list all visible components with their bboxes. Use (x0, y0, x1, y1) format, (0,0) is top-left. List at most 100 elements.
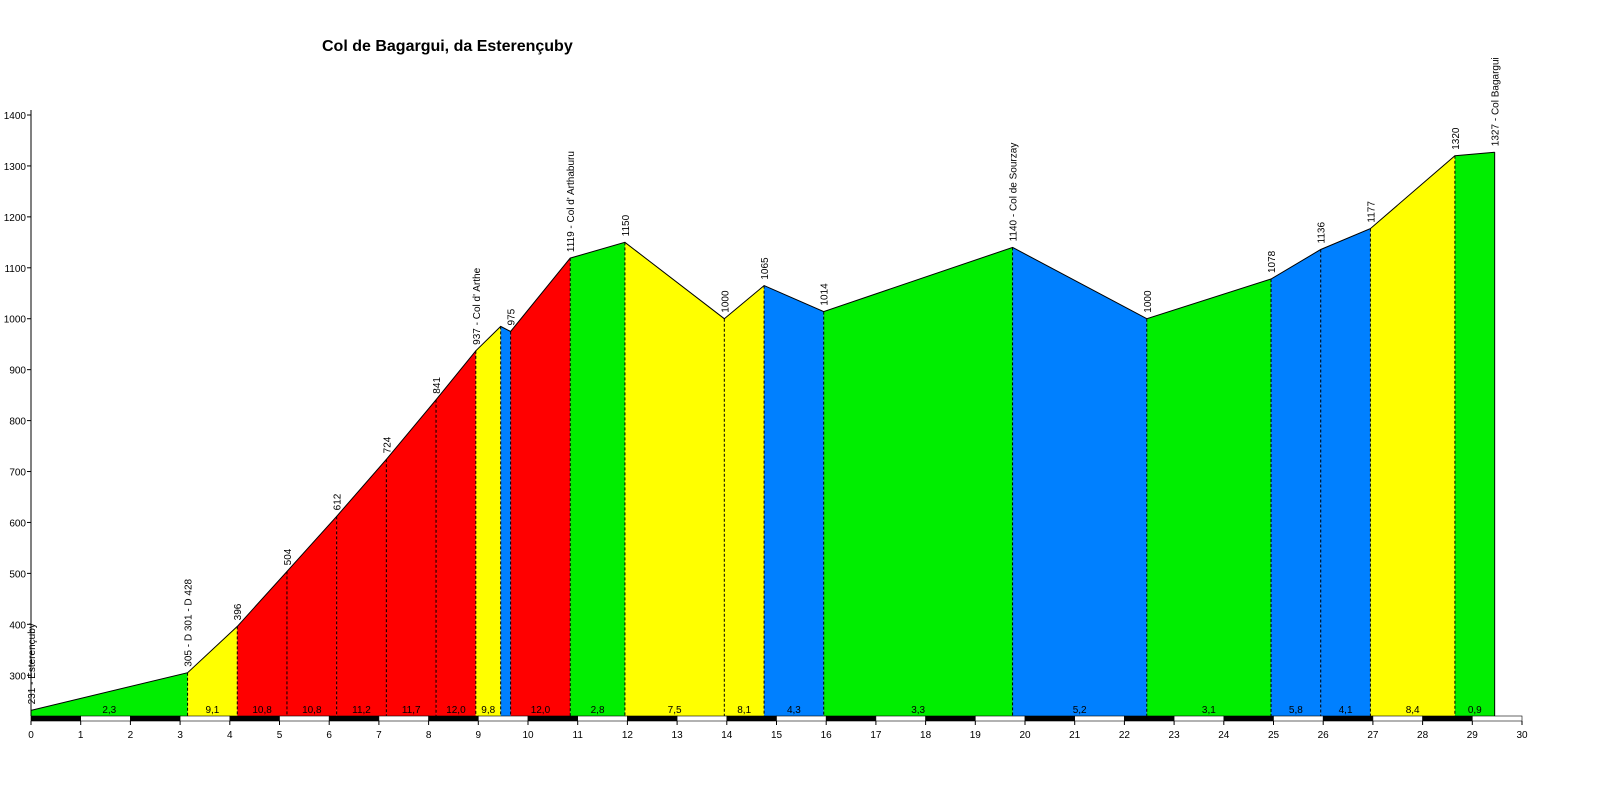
gradient-label-0: 2,3 (102, 705, 116, 716)
scale-bar-km-8 (428, 715, 479, 722)
gradient-label-1: 9,1 (205, 705, 219, 716)
elevation-label-3: 504 (283, 548, 294, 565)
gradient-label-11: 7,5 (668, 705, 682, 716)
x-tick-label-24: 24 (1218, 730, 1230, 741)
segment-fill-0 (31, 672, 188, 716)
elevation-label-17: 1136 (1317, 222, 1328, 244)
scale-bar-km-16 (825, 715, 877, 722)
gradient-label-10: 2,8 (591, 705, 605, 716)
segment-fill-15 (1012, 247, 1147, 716)
x-tick-label-4: 4 (227, 730, 233, 741)
segment-fill-2 (237, 571, 287, 716)
elevation-label-2: 396 (233, 603, 244, 620)
scale-bar-km-3 (179, 715, 231, 722)
elevation-label-8: 975 (507, 308, 518, 325)
y-tick-label-1100: 1100 (4, 264, 26, 275)
elevation-label-18: 1177 (1366, 201, 1377, 223)
segment-fill-5 (386, 399, 437, 716)
scale-bar-km-25 (1273, 715, 1324, 722)
chart-title: Col de Bagargui, da Esterençuby (322, 38, 573, 55)
segment-fill-1 (187, 626, 238, 716)
x-tick-label-28: 28 (1417, 730, 1429, 741)
scale-bar-km-2 (130, 715, 181, 722)
elevation-label-5: 724 (382, 436, 393, 453)
gradient-label-2: 10,8 (252, 705, 272, 716)
x-tick-label-11: 11 (573, 730, 584, 741)
x-tick-label-17: 17 (870, 730, 882, 741)
segment-fill-7 (475, 326, 501, 716)
y-tick-label-300: 300 (9, 671, 26, 682)
scale-bar-km-20 (1024, 715, 1076, 722)
x-tick-label-25: 25 (1268, 730, 1280, 741)
gradient-label-4: 11,2 (352, 705, 371, 716)
segment-fills (31, 152, 1495, 717)
y-tick-label-800: 800 (9, 417, 26, 428)
gradient-label-13: 4,3 (787, 705, 801, 716)
segment-fill-9 (510, 258, 571, 716)
y-tick-label-900: 900 (9, 366, 26, 377)
x-tick-label-19: 19 (970, 730, 982, 741)
axes (27, 110, 1523, 725)
scale-bar-km-27 (1372, 715, 1423, 722)
y-tick-label-600: 600 (9, 518, 26, 529)
scale-bar-km-6 (328, 715, 380, 722)
elevation-label-13: 1014 (820, 283, 831, 306)
segment-fill-3 (287, 516, 337, 716)
gradient-label-7: 9,8 (481, 705, 495, 716)
scale-bar-km-24 (1223, 715, 1274, 722)
x-tick-label-15: 15 (771, 730, 783, 741)
gradient-label-16: 3,1 (1202, 705, 1216, 716)
elevation-label-15: 1000 (1143, 290, 1154, 313)
segment-fill-18 (1320, 228, 1371, 716)
scale-bar-km-15 (776, 715, 827, 722)
elevation-label-19: 1320 (1451, 127, 1462, 150)
x-tick-label-8: 8 (426, 730, 432, 741)
segment-fill-13 (764, 285, 824, 716)
x-tick-label-9: 9 (476, 730, 482, 741)
x-tick-label-6: 6 (326, 730, 332, 741)
elevation-label-20: 1327 - Col Bagargui (1491, 57, 1502, 146)
scale-bar-km-29 (1472, 715, 1523, 722)
profile-lines (30, 151, 1496, 716)
y-tick-label-1000: 1000 (4, 315, 27, 326)
scale-bar-km-13 (676, 715, 728, 722)
scale-bar-km-1 (80, 715, 131, 722)
gradient-label-14: 3,3 (911, 705, 925, 716)
segment-fill-10 (570, 242, 625, 717)
x-tick-label-16: 16 (821, 730, 833, 741)
y-tick-label-500: 500 (9, 569, 26, 580)
elevation-label-4: 612 (333, 493, 344, 510)
x-tick-label-29: 29 (1467, 730, 1479, 741)
labels: 3004005006007008009001000110012001300140… (4, 57, 1528, 741)
segment-fill-20 (1454, 152, 1495, 716)
elevation-label-16: 1078 (1267, 250, 1278, 273)
y-tick-label-1300: 1300 (4, 162, 27, 173)
y-tick-label-400: 400 (9, 620, 26, 631)
elevation-label-9: 1119 - Col d' Arthaburu (566, 151, 577, 252)
x-tick-label-12: 12 (622, 730, 634, 741)
x-tick-label-2: 2 (128, 730, 134, 741)
scale-bar-km-21 (1074, 715, 1125, 722)
gradient-label-9: 12,0 (531, 705, 551, 716)
gradient-label-20: 0,9 (1468, 705, 1482, 716)
segment-fill-14 (823, 247, 1013, 716)
gradient-label-5: 11,7 (402, 705, 421, 716)
x-tick-label-30: 30 (1516, 730, 1528, 741)
x-tick-label-18: 18 (920, 730, 932, 741)
x-tick-label-21: 21 (1069, 730, 1081, 741)
scale-bar-km-0 (30, 715, 82, 722)
y-tick-label-700: 700 (9, 468, 26, 479)
gradient-label-18: 4,1 (1339, 705, 1353, 716)
scale-bar-km-7 (378, 715, 429, 722)
scale-bar-km-17 (875, 715, 926, 722)
y-tick-label-1400: 1400 (4, 111, 27, 122)
scale-bar-km-9 (477, 715, 529, 722)
gradient-label-12: 8,1 (737, 705, 751, 716)
scale-bar-km-26 (1322, 715, 1374, 722)
scale-bar-km-11 (577, 715, 628, 722)
scale-bar-km-28 (1422, 715, 1473, 722)
elevation-label-11: 1000 (720, 290, 731, 313)
elevation-label-10: 1150 (621, 214, 632, 236)
segment-fill-19 (1370, 155, 1455, 716)
scale-bar-km-19 (974, 715, 1026, 722)
